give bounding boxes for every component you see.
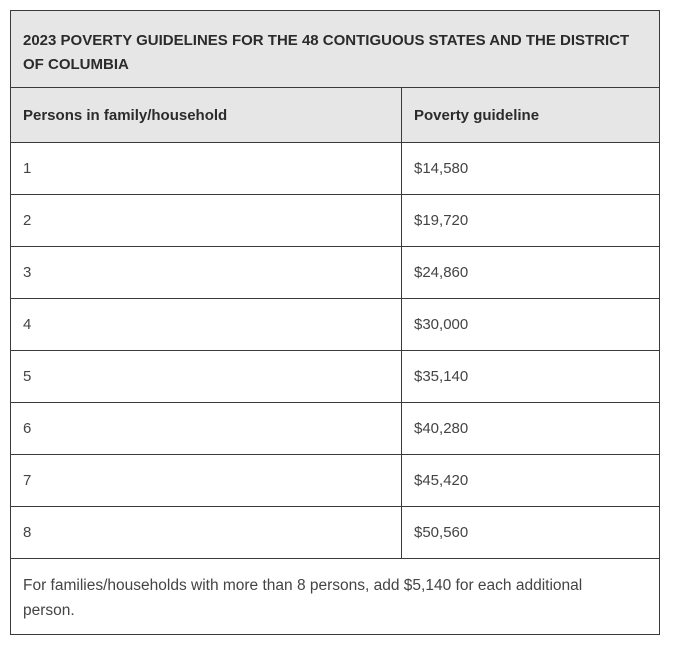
persons-cell: 7: [11, 455, 402, 506]
guideline-cell: $50,560: [414, 524, 469, 541]
persons-cell: 5: [11, 351, 402, 402]
persons-cell: 3: [11, 247, 402, 298]
poverty-guidelines-table: 2023 POVERTY GUIDELINES FOR THE 48 CONTI…: [10, 10, 660, 635]
guideline-cell: $14,580: [414, 160, 469, 177]
persons-cell: 1: [11, 143, 402, 194]
table-row: 7 $45,420: [11, 455, 659, 507]
table-row: 2 $19,720: [11, 195, 659, 247]
table-caption: 2023 POVERTY GUIDELINES FOR THE 48 CONTI…: [11, 11, 659, 88]
header-persons: Persons in family/household: [11, 88, 402, 142]
header-guideline: Poverty guideline: [414, 106, 540, 124]
guideline-cell: $24,860: [414, 264, 469, 281]
guideline-cell: $35,140: [414, 368, 469, 385]
persons-cell: 4: [11, 299, 402, 350]
guideline-cell: $30,000: [414, 316, 469, 333]
table-row: 3 $24,860: [11, 247, 659, 299]
guideline-cell: $45,420: [414, 472, 469, 489]
table-footnote: For families/households with more than 8…: [23, 577, 583, 619]
table-row: 5 $35,140: [11, 351, 659, 403]
table-header-row: Persons in family/household Poverty guid…: [11, 88, 659, 143]
persons-cell: 6: [11, 403, 402, 454]
guideline-cell: $40,280: [414, 420, 469, 437]
persons-cell: 8: [11, 507, 402, 558]
table-row: 6 $40,280: [11, 403, 659, 455]
persons-cell: 2: [11, 195, 402, 246]
guideline-cell: $19,720: [414, 212, 469, 229]
table-row: 8 $50,560: [11, 507, 659, 559]
table-row: 4 $30,000: [11, 299, 659, 351]
table-row: 1 $14,580: [11, 143, 659, 195]
